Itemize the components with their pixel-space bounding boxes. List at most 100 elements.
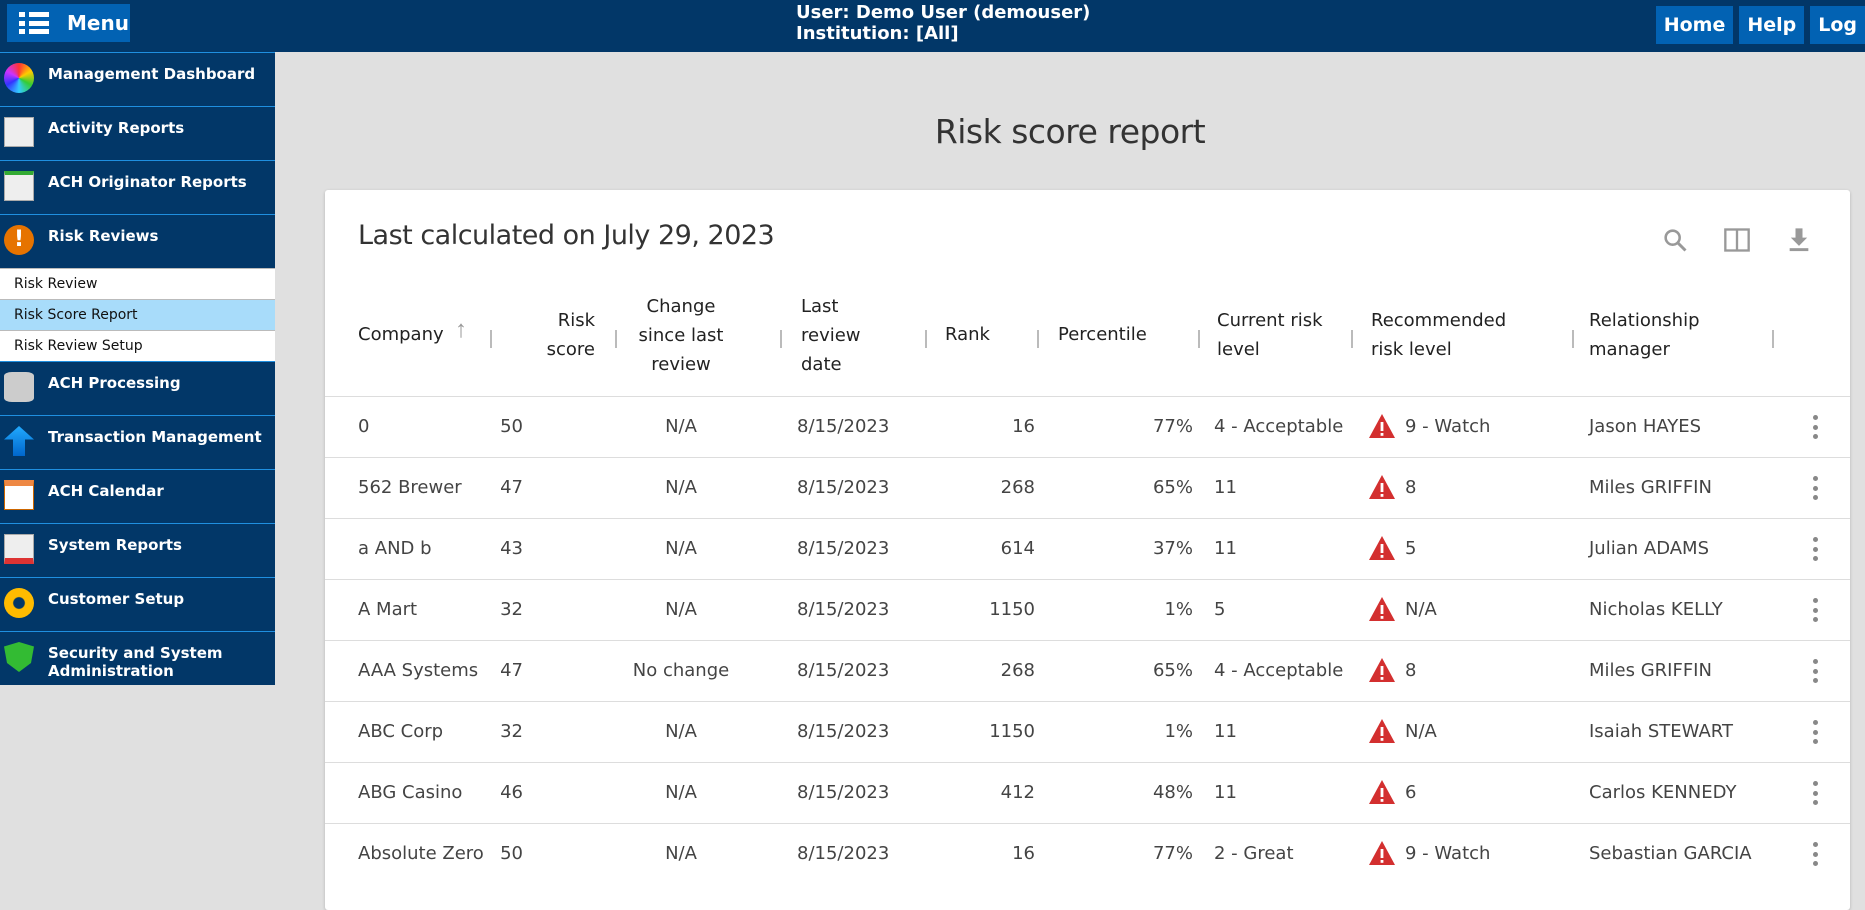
table-row[interactable]: AAA Systems 47 No change 8/15/2023 268 65% 4 -… bbox=[325, 640, 1850, 701]
cell-percentile: 65% bbox=[1152, 660, 1193, 681]
sidebar-item-ach-calendar[interactable]: ACH Calendar bbox=[0, 469, 275, 523]
cell-percentile: 1% bbox=[1164, 721, 1193, 742]
row-actions-kebab-icon[interactable] bbox=[1812, 781, 1818, 805]
cell-company: 562 Brewer bbox=[358, 477, 462, 498]
menu-button[interactable]: Menu bbox=[7, 4, 130, 42]
cell-rank: 1150 bbox=[989, 721, 1035, 742]
cell-recommended-risk-level: 9 - Watch bbox=[1405, 843, 1491, 864]
cell-change: N/A bbox=[665, 843, 697, 864]
cell-risk-score: 50 bbox=[500, 843, 523, 864]
cell-company: ABC Corp bbox=[358, 721, 444, 742]
cell-recommended-risk-level: 9 - Watch bbox=[1405, 416, 1491, 437]
sidebar-item-management-dashboard[interactable]: Management Dashboard bbox=[0, 52, 275, 106]
table-row[interactable]: Absolute Zero 50 N/A 8/15/2023 16 77% 2 - Grea… bbox=[325, 823, 1850, 884]
sidebar-item-transaction-management[interactable]: Transaction Management bbox=[0, 415, 275, 469]
row-actions-kebab-icon[interactable] bbox=[1812, 659, 1818, 683]
cell-change: N/A bbox=[665, 416, 697, 437]
row-actions-kebab-icon[interactable] bbox=[1812, 415, 1818, 439]
cell-percentile: 1% bbox=[1164, 599, 1193, 620]
cell-rank: 412 bbox=[1000, 782, 1035, 803]
sort-ascending-icon[interactable]: ↑ bbox=[455, 316, 467, 343]
cell-risk-score: 50 bbox=[500, 416, 523, 437]
column-resize-handle[interactable] bbox=[1037, 330, 1039, 348]
cell-percentile: 37% bbox=[1152, 538, 1193, 559]
cell-last-review-date: 8/15/2023 bbox=[797, 416, 890, 437]
list-icon bbox=[19, 12, 49, 34]
cell-risk-score: 32 bbox=[500, 599, 523, 620]
report-icon bbox=[4, 171, 34, 201]
home-button[interactable]: Home bbox=[1655, 6, 1734, 44]
cell-risk-score: 47 bbox=[500, 477, 523, 498]
sidebar-item-system-reports[interactable]: System Reports bbox=[0, 523, 275, 577]
column-header-rank[interactable]: Rank bbox=[945, 324, 990, 345]
column-resize-handle[interactable] bbox=[1572, 330, 1574, 348]
row-actions-kebab-icon[interactable] bbox=[1812, 537, 1818, 561]
column-header-change-since-last-review[interactable]: Change since last review bbox=[638, 296, 724, 375]
table-row[interactable]: A Mart 32 N/A 8/15/2023 1150 1% 5 N/A Nicholas K… bbox=[325, 579, 1850, 640]
cell-percentile: 48% bbox=[1152, 782, 1193, 803]
warning-triangle-icon bbox=[1369, 597, 1395, 621]
row-actions-kebab-icon[interactable] bbox=[1812, 598, 1818, 622]
column-header-relationship-manager[interactable]: Relationship manager bbox=[1589, 310, 1700, 360]
row-actions-kebab-icon[interactable] bbox=[1812, 720, 1818, 744]
column-resize-handle[interactable] bbox=[490, 330, 492, 348]
database-icon bbox=[4, 372, 34, 402]
download-icon[interactable] bbox=[1785, 226, 1813, 254]
sidebar-subitem-risk-score-report[interactable]: Risk Score Report bbox=[0, 299, 275, 330]
chart-report-icon bbox=[4, 534, 34, 564]
table-row[interactable]: 0 50 N/A 8/15/2023 16 77% 4 - Acceptable 9 - Wa… bbox=[325, 396, 1850, 457]
cell-current-risk-level: 11 bbox=[1214, 782, 1237, 803]
row-actions-kebab-icon[interactable] bbox=[1812, 476, 1818, 500]
cell-rank: 614 bbox=[1000, 538, 1035, 559]
cell-percentile: 77% bbox=[1152, 843, 1193, 864]
column-header-company[interactable]: Company bbox=[358, 324, 444, 345]
sidebar-subitem-risk-review-setup[interactable]: Risk Review Setup bbox=[0, 330, 275, 361]
warning-triangle-icon bbox=[1369, 719, 1395, 743]
table-row[interactable]: a AND b 43 N/A 8/15/2023 614 37% 11 5 Julian ADA… bbox=[325, 518, 1850, 579]
row-actions-kebab-icon[interactable] bbox=[1812, 842, 1818, 866]
sidebar-item-customer-setup[interactable]: Customer Setup bbox=[0, 577, 275, 631]
cell-rank: 268 bbox=[1000, 477, 1035, 498]
sidebar-item-security-and-system-administration[interactable]: Security and System Administration bbox=[0, 631, 275, 685]
cell-relationship-manager: Isaiah STEWART bbox=[1589, 721, 1733, 742]
column-header-last-review-date[interactable]: Last review date bbox=[801, 296, 861, 375]
top-bar: Menu User: Demo User (demouser) Institut… bbox=[0, 0, 1865, 52]
table-row[interactable]: ABG Casino 46 N/A 8/15/2023 412 48% 11 6 Carlos … bbox=[325, 762, 1850, 823]
search-icon[interactable] bbox=[1661, 226, 1689, 254]
warning-triangle-icon bbox=[1369, 780, 1395, 804]
cell-change: N/A bbox=[665, 721, 697, 742]
cell-recommended-risk-level: 8 bbox=[1405, 660, 1417, 681]
sidebar-item-activity-reports[interactable]: Activity Reports bbox=[0, 106, 275, 160]
cell-relationship-manager: Sebastian GARCIA bbox=[1589, 843, 1752, 864]
column-header-percentile[interactable]: Percentile bbox=[1058, 324, 1147, 345]
cell-current-risk-level: 4 - Acceptable bbox=[1214, 660, 1344, 681]
cell-change: N/A bbox=[665, 782, 697, 803]
help-button[interactable]: Help bbox=[1739, 6, 1805, 44]
columns-icon[interactable] bbox=[1723, 226, 1751, 254]
cell-relationship-manager: Julian ADAMS bbox=[1589, 538, 1710, 559]
sidebar-item-ach-originator-reports[interactable]: ACH Originator Reports bbox=[0, 160, 275, 214]
logout-button[interactable]: Log bbox=[1810, 6, 1865, 44]
column-resize-handle[interactable] bbox=[780, 330, 782, 348]
column-header-recommended-risk-level[interactable]: Recommended risk level bbox=[1371, 310, 1507, 360]
column-resize-handle[interactable] bbox=[1351, 330, 1353, 348]
column-header-risk-score[interactable]: Risk score bbox=[546, 310, 595, 360]
table-row[interactable]: ABC Corp 32 N/A 8/15/2023 1150 1% 11 N/A Isaiah … bbox=[325, 701, 1850, 762]
column-header-current-risk-level[interactable]: Current risk level bbox=[1217, 310, 1323, 360]
cell-recommended-risk-level: N/A bbox=[1405, 721, 1437, 742]
sidebar-subitem-risk-review[interactable]: Risk Review bbox=[0, 268, 275, 299]
report-card: Last calculated on July 29, 2023 Company… bbox=[325, 190, 1850, 910]
column-resize-handle[interactable] bbox=[1772, 330, 1774, 348]
sidebar-item-risk-reviews[interactable]: ! Risk Reviews bbox=[0, 214, 275, 268]
institution-line: Institution: [All] bbox=[796, 23, 959, 44]
warning-triangle-icon bbox=[1369, 536, 1395, 560]
table-row[interactable]: 562 Brewer 47 N/A 8/15/2023 268 65% 11 8 Miles G… bbox=[325, 457, 1850, 518]
column-resize-handle[interactable] bbox=[615, 330, 617, 348]
column-resize-handle[interactable] bbox=[1198, 330, 1200, 348]
upload-arrow-icon bbox=[4, 426, 34, 456]
cell-recommended-risk-level: 6 bbox=[1405, 782, 1417, 803]
warning-triangle-icon bbox=[1369, 414, 1395, 438]
sidebar-item-ach-processing[interactable]: ACH Processing bbox=[0, 361, 275, 415]
cell-company: A Mart bbox=[358, 599, 418, 620]
column-resize-handle[interactable] bbox=[925, 330, 927, 348]
